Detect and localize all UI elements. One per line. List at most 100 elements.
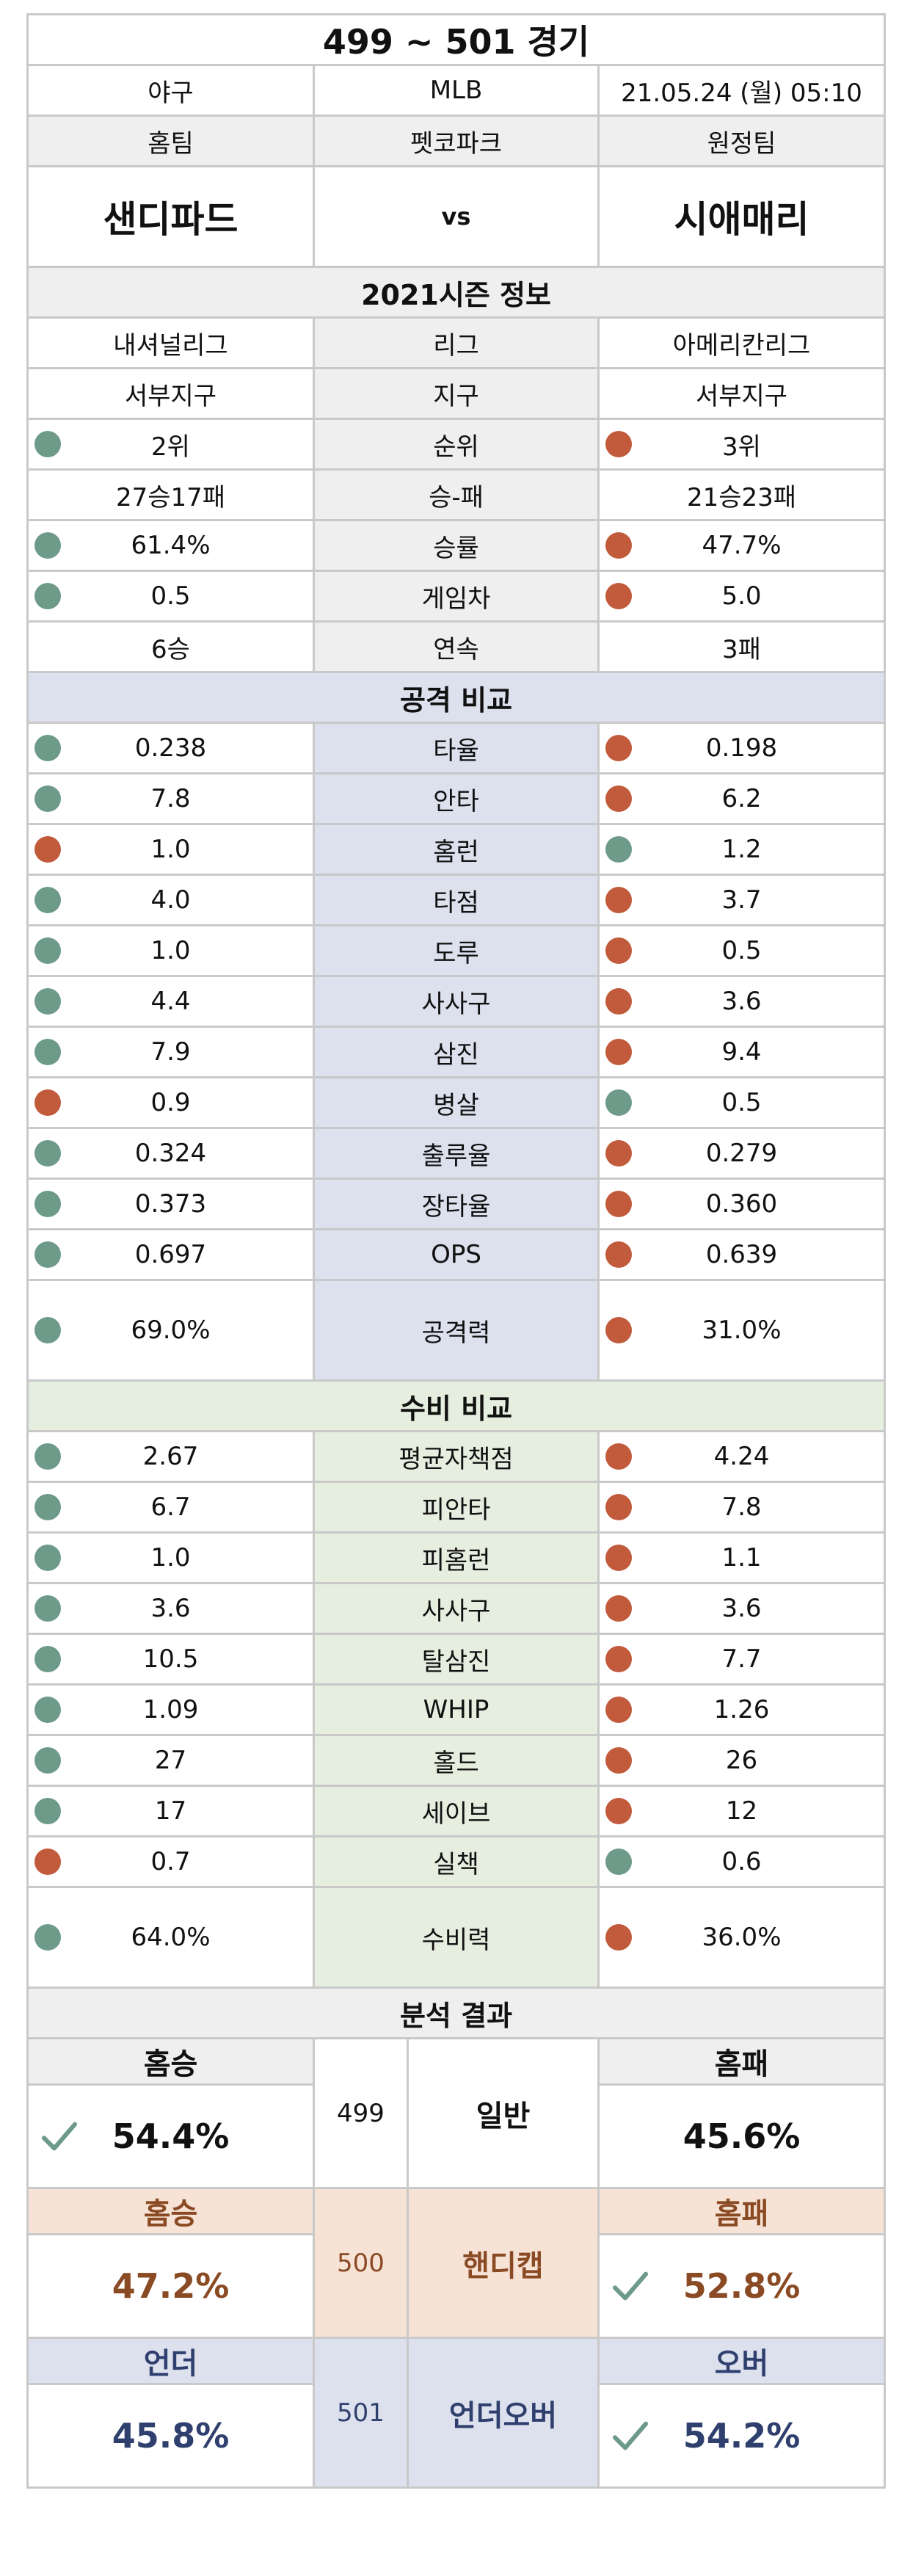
handicap-left-pct: 47.2% xyxy=(26,2233,315,2339)
stat-label: 게임차 xyxy=(313,570,600,623)
attack-total-row: 69.0% 공격력 31.0% xyxy=(26,1279,886,1382)
away-value: 9.4 xyxy=(597,1026,886,1078)
away-value: 0.5 xyxy=(597,924,886,977)
status-dot-icon xyxy=(34,1545,61,1571)
general-left-label: 홈승 xyxy=(26,2037,315,2086)
stat-label: WHIP xyxy=(313,1683,600,1736)
away-value-text: 3위 xyxy=(722,432,761,462)
stat-row: 1.09 WHIP 1.26 xyxy=(26,1683,886,1736)
stat-row: 0.324 출루율 0.279 xyxy=(26,1127,886,1180)
away-value: 0.639 xyxy=(597,1228,886,1281)
status-dot-icon xyxy=(605,1646,632,1672)
general-category: 일반 xyxy=(407,2037,600,2189)
away-value: 서부지구 xyxy=(597,367,886,420)
stadium: 펫코파크 xyxy=(313,115,600,167)
away-value-text: 7.7 xyxy=(721,1644,762,1674)
stat-label: 순위 xyxy=(313,418,600,471)
away-value-text: 3.7 xyxy=(721,885,762,915)
underover-right-label: 오버 xyxy=(597,2337,886,2385)
match-title: 499 ~ 501 경기 xyxy=(26,13,886,66)
stat-label: 삼진 xyxy=(313,1026,600,1078)
handicap-right-pct: 52.8% xyxy=(597,2233,886,2339)
away-value-text: 3.6 xyxy=(721,987,762,1016)
away-value: 26 xyxy=(597,1734,886,1787)
general-right-pct: 45.6% xyxy=(597,2083,886,2189)
stat-row: 0.5 게임차 5.0 xyxy=(26,570,886,623)
stat-label: 사사구 xyxy=(313,1582,600,1635)
home-value: 7.9 xyxy=(26,1026,315,1078)
stat-row: 10.5 탈삼진 7.7 xyxy=(26,1633,886,1686)
home-value-text: 0.5 xyxy=(150,581,191,611)
home-value: 17 xyxy=(26,1785,315,1837)
stat-label: 안타 xyxy=(313,772,600,825)
general-left-pct: 54.4% xyxy=(26,2083,315,2189)
stat-label: 타율 xyxy=(313,722,600,774)
home-value-text: 4.4 xyxy=(150,987,191,1016)
underover-left-pct: 45.8% xyxy=(26,2383,315,2489)
stat-label: 홈런 xyxy=(313,823,600,876)
status-dot-icon xyxy=(605,887,632,913)
away-value: 47.7% xyxy=(597,519,886,572)
away-value: 6.2 xyxy=(597,772,886,825)
stat-row: 27승17패 승-패 21승23패 xyxy=(26,468,886,521)
status-dot-icon xyxy=(605,1140,632,1167)
stat-row: 내셔널리그 리그 아메리칸리그 xyxy=(26,316,886,369)
home-value: 0.324 xyxy=(26,1127,315,1180)
stat-row: 61.4% 승률 47.7% xyxy=(26,519,886,572)
stat-label: 리그 xyxy=(313,316,600,369)
status-dot-icon xyxy=(34,532,61,559)
away-value: 0.198 xyxy=(597,722,886,774)
away-value: 3위 xyxy=(597,418,886,471)
home-value-text: 0.9 xyxy=(150,1088,191,1117)
stat-label: 장타율 xyxy=(313,1178,600,1230)
away-value: 3패 xyxy=(597,620,886,673)
stat-label: 병살 xyxy=(313,1076,600,1129)
handicap-category: 핸디캡 xyxy=(407,2187,600,2339)
stat-row: 6.7 피안타 7.8 xyxy=(26,1481,886,1534)
home-value-text: 0.697 xyxy=(134,1240,207,1269)
status-dot-icon xyxy=(34,1924,61,1951)
away-value: 1.26 xyxy=(597,1683,886,1736)
status-dot-icon xyxy=(34,1494,61,1520)
stat-row: 7.9 삼진 9.4 xyxy=(26,1026,886,1078)
stat-row: 4.0 타점 3.7 xyxy=(26,874,886,926)
away-value: 5.0 xyxy=(597,570,886,623)
away-value-text: 1.26 xyxy=(713,1695,770,1724)
away-value: 0.279 xyxy=(597,1127,886,1180)
stat-label: 수비력 xyxy=(313,1886,600,1989)
season-section-title: 2021시즌 정보 xyxy=(26,266,886,319)
defense-total-row: 64.0% 수비력 36.0% xyxy=(26,1886,886,1989)
away-label: 원정팀 xyxy=(597,115,886,167)
general-right-label: 홈패 xyxy=(597,2037,886,2086)
status-dot-icon xyxy=(605,786,632,812)
status-dot-icon xyxy=(34,786,61,812)
stat-label: 승률 xyxy=(313,519,600,572)
home-value-text: 17 xyxy=(154,1796,187,1826)
home-value: 0.697 xyxy=(26,1228,315,1281)
attack-rows: 0.238 타율 0.198 7.8 안타 6.2 1.0 홈런 1.2 4.0 타점 3.7 1.0 도… xyxy=(26,722,886,1382)
home-value: 1.0 xyxy=(26,1531,315,1584)
stat-row: 6승 연속 3패 xyxy=(26,620,886,673)
away-value-text: 4.24 xyxy=(713,1442,770,1471)
stat-row: 2위 순위 3위 xyxy=(26,418,886,471)
underover-right-pct: 54.2% xyxy=(597,2383,886,2489)
status-dot-icon xyxy=(34,735,61,761)
stat-row: 17 세이브 12 xyxy=(26,1785,886,1837)
status-dot-icon xyxy=(34,836,61,863)
stat-label: 승-패 xyxy=(313,468,600,521)
stat-row: 서부지구 지구 서부지구 xyxy=(26,367,886,420)
status-dot-icon xyxy=(34,583,61,609)
home-value: 0.9 xyxy=(26,1076,315,1129)
home-value-text: 6.7 xyxy=(150,1492,191,1522)
status-dot-icon xyxy=(605,1848,632,1875)
status-dot-icon xyxy=(605,1697,632,1723)
status-dot-icon xyxy=(34,1798,61,1824)
away-value: 3.6 xyxy=(597,1582,886,1635)
stat-row: 2.67 평균자책점 4.24 xyxy=(26,1430,886,1483)
match-analysis-sheet: 499 ~ 501 경기 야구 MLB 21.05.24 (월) 05:10 홈… xyxy=(26,13,886,2489)
result-general: 홈승 499 일반 홈패 54.4% 45.6% xyxy=(26,2037,886,2189)
handicap-right-label: 홈패 xyxy=(597,2187,886,2235)
status-dot-icon xyxy=(34,988,61,1015)
away-value-text: 26 xyxy=(725,1746,758,1775)
home-value-text: 1.0 xyxy=(150,1543,191,1572)
